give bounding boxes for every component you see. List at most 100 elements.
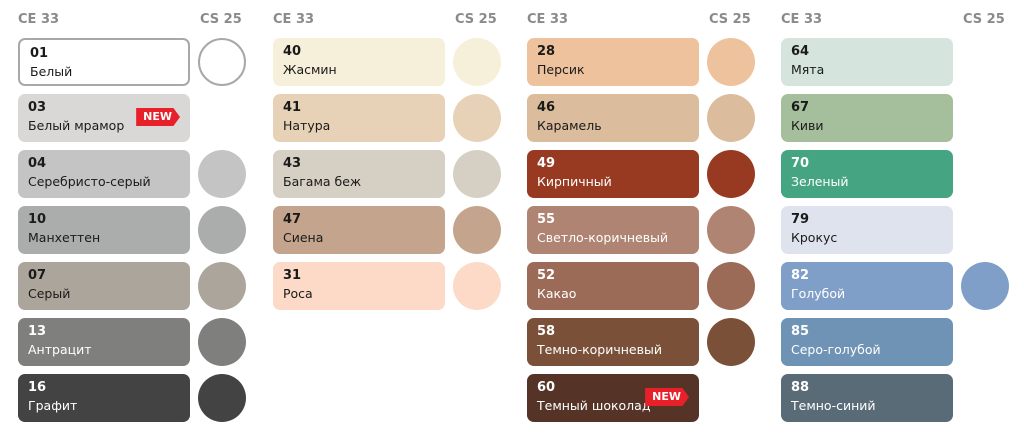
color-code: 43 — [283, 156, 302, 171]
color-swatch[interactable]: 31 Роса — [273, 262, 445, 310]
ce33-header: CE 33 — [273, 12, 315, 27]
cs25-header: CS 25 — [709, 12, 751, 27]
color-code: 03 — [28, 100, 47, 115]
color-name: Жасмин — [283, 62, 337, 77]
cs25-color-circle[interactable] — [198, 374, 246, 422]
color-swatch[interactable]: 07 Серый — [18, 262, 190, 310]
cs25-header: CS 25 — [963, 12, 1005, 27]
cs25-color-circle[interactable] — [707, 262, 755, 310]
cs25-color-circle[interactable] — [453, 38, 501, 86]
color-swatch[interactable]: 60 Темный шоколад NEW — [527, 374, 699, 422]
palette-column: CE 33 CS 25 40 Жасмин 41 Натура 43 Багама б… — [273, 0, 523, 441]
cs25-color-circle[interactable] — [198, 318, 246, 366]
cs25-color-circle[interactable] — [453, 150, 501, 198]
cs25-header: CS 25 — [200, 12, 242, 27]
color-swatch[interactable]: 79 Крокус — [781, 206, 953, 254]
new-badge: NEW — [136, 108, 180, 126]
color-code: 52 — [537, 268, 556, 283]
color-code: 10 — [28, 212, 47, 227]
color-swatch[interactable]: 52 Какао — [527, 262, 699, 310]
color-name: Мята — [791, 62, 825, 77]
color-code: 60 — [537, 380, 556, 395]
color-code: 31 — [283, 268, 302, 283]
cs25-color-circle[interactable] — [198, 38, 246, 86]
color-swatch[interactable]: 10 Манхеттен — [18, 206, 190, 254]
cs25-color-circle[interactable] — [707, 206, 755, 254]
color-swatch[interactable]: 67 Киви — [781, 94, 953, 142]
cs25-color-circle[interactable] — [707, 94, 755, 142]
color-swatch[interactable]: 64 Мята — [781, 38, 953, 86]
color-name: Роса — [283, 286, 313, 301]
color-swatch[interactable]: 43 Багама беж — [273, 150, 445, 198]
color-swatch[interactable]: 41 Натура — [273, 94, 445, 142]
cs25-color-circle[interactable] — [453, 262, 501, 310]
color-name: Графит — [28, 398, 78, 413]
color-swatch[interactable]: 28 Персик — [527, 38, 699, 86]
ce33-header: CE 33 — [18, 12, 60, 27]
color-name: Персик — [537, 62, 585, 77]
color-swatch[interactable]: 82 Голубой — [781, 262, 953, 310]
color-name: Киви — [791, 118, 824, 133]
color-swatch[interactable]: 49 Кирпичный — [527, 150, 699, 198]
color-name: Кирпичный — [537, 174, 612, 189]
color-code: 04 — [28, 156, 47, 171]
color-code: 88 — [791, 380, 810, 395]
color-name: Натура — [283, 118, 331, 133]
color-swatch[interactable]: 88 Темно-синий — [781, 374, 953, 422]
color-code: 41 — [283, 100, 302, 115]
color-swatch[interactable]: 70 Зеленый — [781, 150, 953, 198]
color-code: 55 — [537, 212, 556, 227]
cs25-color-circle[interactable] — [707, 318, 755, 366]
cs25-color-circle[interactable] — [961, 262, 1009, 310]
color-name: Антрацит — [28, 342, 92, 357]
cs25-color-circle[interactable] — [198, 150, 246, 198]
cs25-color-circle[interactable] — [453, 206, 501, 254]
color-code: 46 — [537, 100, 556, 115]
cs25-color-circle[interactable] — [453, 94, 501, 142]
color-code: 64 — [791, 44, 810, 59]
color-name: Темно-синий — [791, 398, 876, 413]
palette-column: CE 33 CS 25 64 Мята 67 Киви 70 Зеленый 79 Кр… — [781, 0, 1024, 441]
color-swatch[interactable]: 16 Графит — [18, 374, 190, 422]
color-code: 49 — [537, 156, 556, 171]
color-code: 82 — [791, 268, 810, 283]
cs25-color-circle[interactable] — [198, 262, 246, 310]
color-name: Светло-коричневый — [537, 230, 669, 245]
color-swatch[interactable]: 01 Белый — [18, 38, 190, 86]
color-code: 79 — [791, 212, 810, 227]
color-name: Сиена — [283, 230, 324, 245]
color-swatch[interactable]: 40 Жасмин — [273, 38, 445, 86]
palette-column: CE 33 CS 25 01 Белый 03 Белый мрамор NEW 04 … — [18, 0, 268, 441]
color-name: Крокус — [791, 230, 838, 245]
ce33-header: CE 33 — [527, 12, 569, 27]
color-code: 07 — [28, 268, 47, 283]
cs25-color-circle[interactable] — [707, 150, 755, 198]
color-code: 28 — [537, 44, 556, 59]
color-code: 47 — [283, 212, 302, 227]
color-code: 40 — [283, 44, 302, 59]
color-name: Темно-коричневый — [537, 342, 662, 357]
color-swatch[interactable]: 04 Серебристо-серый — [18, 150, 190, 198]
cs25-header: CS 25 — [455, 12, 497, 27]
color-code: 67 — [791, 100, 810, 115]
cs25-color-circle[interactable] — [707, 38, 755, 86]
color-swatch[interactable]: 55 Светло-коричневый — [527, 206, 699, 254]
color-swatch[interactable]: 47 Сиена — [273, 206, 445, 254]
color-name: Какао — [537, 286, 577, 301]
color-swatch[interactable]: 58 Темно-коричневый — [527, 318, 699, 366]
color-name: Багама беж — [283, 174, 362, 189]
color-swatch[interactable]: 85 Серо-голубой — [781, 318, 953, 366]
color-swatch[interactable]: 46 Карамель — [527, 94, 699, 142]
color-name: Зеленый — [791, 174, 849, 189]
cs25-color-circle[interactable] — [198, 206, 246, 254]
color-name: Серо-голубой — [791, 342, 881, 357]
color-name: Манхеттен — [28, 230, 101, 245]
color-code: 58 — [537, 324, 556, 339]
color-name: Серый — [28, 286, 71, 301]
color-code: 16 — [28, 380, 47, 395]
color-swatch[interactable]: 03 Белый мрамор NEW — [18, 94, 190, 142]
color-code: 01 — [30, 46, 49, 61]
color-swatch[interactable]: 13 Антрацит — [18, 318, 190, 366]
color-name: Белый — [30, 64, 73, 79]
color-name: Карамель — [537, 118, 602, 133]
